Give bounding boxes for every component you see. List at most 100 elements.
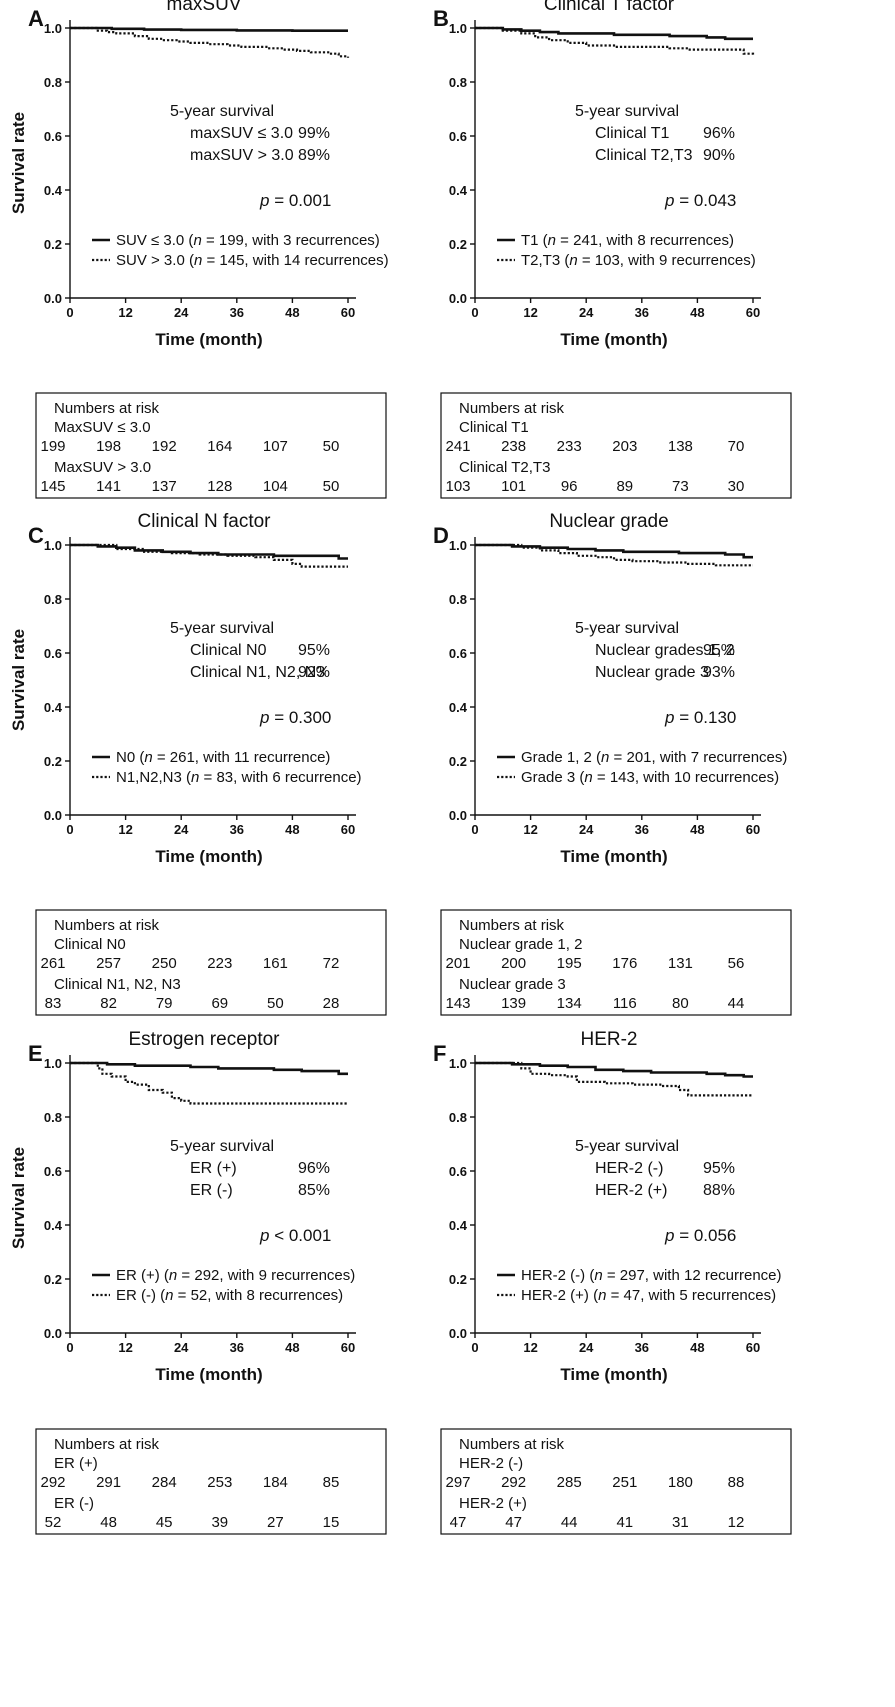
- km-curve-solid: [475, 1061, 753, 1078]
- survival-group-label: Clinical N1, N2, N3: [190, 664, 325, 681]
- legend-label: N0 (: [116, 749, 144, 766]
- risk-count: 30: [728, 478, 745, 495]
- legend-count: = 261, with 11 recurrence): [153, 749, 331, 766]
- x-tick-label: 24: [174, 305, 189, 320]
- risk-count: 56: [728, 955, 745, 972]
- panel-f: F HER-2 0.0 0.2 0.4 0.6 0.8 1.0 0 12 24 36 48 60 Time …: [433, 1029, 792, 1535]
- x-tick-label: 24: [579, 822, 594, 837]
- risk-count: 192: [152, 438, 177, 455]
- y-tick-label: 0.8: [449, 1110, 467, 1125]
- p-value-text: p = 0.056: [664, 1226, 736, 1245]
- x-tick-label: 48: [690, 822, 704, 837]
- risk-table-header: Numbers at risk: [459, 917, 565, 934]
- risk-count: 45: [156, 1514, 173, 1531]
- risk-count: 85: [323, 1474, 340, 1491]
- panel-title: HER-2: [580, 1029, 637, 1050]
- risk-count: 89: [616, 478, 633, 495]
- risk-count: 48: [100, 1514, 117, 1531]
- panel-title: Clinical T factor: [544, 0, 675, 15]
- y-tick-label: 0.2: [449, 754, 467, 769]
- survival-group-label: Clinical N0: [190, 642, 267, 659]
- risk-count: 137: [152, 478, 177, 495]
- survival-group-label: HER-2 (-): [595, 1160, 663, 1177]
- legend-label: HER-2 (+) (: [521, 1287, 598, 1304]
- legend-n-symbol: n: [193, 232, 201, 249]
- survival-group-label: ER (+): [190, 1160, 237, 1177]
- p-value-text: p = 0.043: [664, 191, 736, 210]
- survival-value: 90%: [703, 147, 735, 164]
- y-tick-label: 0.6: [44, 1164, 62, 1179]
- x-tick-label: 0: [66, 822, 73, 837]
- risk-count: 201: [445, 955, 470, 972]
- risk-group-name: Clinical T2,T3: [459, 459, 550, 476]
- legend-label: Grade 3 (: [521, 769, 584, 786]
- x-tick-label: 36: [635, 305, 649, 320]
- p-value: = 0.300: [269, 708, 331, 727]
- risk-count: 138: [668, 438, 693, 455]
- y-tick-label: 0.6: [44, 129, 62, 144]
- panel-letter: A: [28, 6, 44, 31]
- p-value-text: p = 0.300: [259, 708, 331, 727]
- risk-table-box: [440, 1428, 792, 1535]
- risk-count: 116: [613, 995, 637, 1012]
- risk-table-box: [35, 909, 387, 1016]
- panel-letter: F: [433, 1041, 446, 1066]
- legend-n-symbol: n: [548, 232, 556, 249]
- legend-entry: HER-2 (-) (n = 297, with 12 recurrence): [521, 1267, 782, 1284]
- y-tick-label: 0.6: [449, 129, 467, 144]
- survival-group-label: Clinical T1: [595, 125, 670, 142]
- risk-count: 103: [445, 478, 470, 495]
- x-tick-label: 36: [635, 1340, 649, 1355]
- panel-b: B Clinical T factor 0.0 0.2 0.4 0.6 0.8 1.0 0 12 2…: [433, 0, 792, 499]
- risk-table-header: Numbers at risk: [54, 917, 160, 934]
- legend-n-symbol: n: [169, 1267, 177, 1284]
- p-value-text: p < 0.001: [259, 1226, 331, 1245]
- legend-n-symbol: n: [584, 769, 592, 786]
- p-value: = 0.130: [674, 708, 736, 727]
- survival-group-label: maxSUV > 3.0: [190, 147, 294, 164]
- risk-count: 83: [45, 995, 62, 1012]
- p-value: = 0.043: [674, 191, 736, 210]
- risk-count: 12: [728, 1514, 745, 1531]
- risk-count: 15: [323, 1514, 340, 1531]
- survival-value: 93%: [703, 664, 735, 681]
- legend-label: Grade 1, 2 (: [521, 749, 601, 766]
- risk-group-name: ER (+): [54, 1455, 98, 1472]
- legend-n-symbol: n: [165, 1287, 173, 1304]
- x-axis-label: Time (month): [560, 847, 667, 866]
- y-tick-label: 0.8: [44, 592, 62, 607]
- x-axis-label: Time (month): [155, 330, 262, 349]
- risk-table-box: [440, 392, 792, 499]
- survival-value: 96%: [703, 125, 735, 142]
- y-tick-label: 0.0: [449, 808, 467, 823]
- legend-label: ER (-) (: [116, 1287, 165, 1304]
- risk-count: 291: [96, 1474, 121, 1491]
- x-tick-label: 12: [523, 822, 537, 837]
- risk-count: 145: [40, 478, 65, 495]
- x-tick-label: 60: [746, 1340, 760, 1355]
- risk-count: 79: [156, 995, 173, 1012]
- legend-label: ER (+) (: [116, 1267, 169, 1284]
- legend-count: = 297, with 12 recurrence): [603, 1267, 782, 1284]
- p-symbol: p: [259, 708, 269, 727]
- risk-table-box: [35, 392, 387, 499]
- x-tick-label: 60: [746, 822, 760, 837]
- y-tick-label: 1.0: [44, 1056, 62, 1071]
- panel-letter: B: [433, 6, 449, 31]
- risk-count: 285: [557, 1474, 582, 1491]
- survival-value: 95%: [298, 642, 330, 659]
- y-tick-label: 1.0: [44, 538, 62, 553]
- risk-count: 180: [668, 1474, 693, 1491]
- panel-e: E Estrogen receptor 0.0 0.2 0.4 0.6 0.8 1.0 0 12 2…: [9, 1029, 387, 1535]
- y-tick-label: 0.2: [44, 237, 62, 252]
- risk-group-name: HER-2 (+): [459, 1495, 527, 1512]
- risk-count: 50: [267, 995, 284, 1012]
- y-tick-label: 1.0: [449, 1056, 467, 1071]
- legend-label: T1 (: [521, 232, 548, 249]
- legend-n-symbol: n: [598, 1287, 606, 1304]
- x-tick-label: 0: [471, 822, 478, 837]
- risk-count: 198: [96, 438, 121, 455]
- p-value: = 0.056: [674, 1226, 736, 1245]
- risk-table-header: Numbers at risk: [459, 1436, 565, 1453]
- panel-title: Nuclear grade: [549, 511, 668, 532]
